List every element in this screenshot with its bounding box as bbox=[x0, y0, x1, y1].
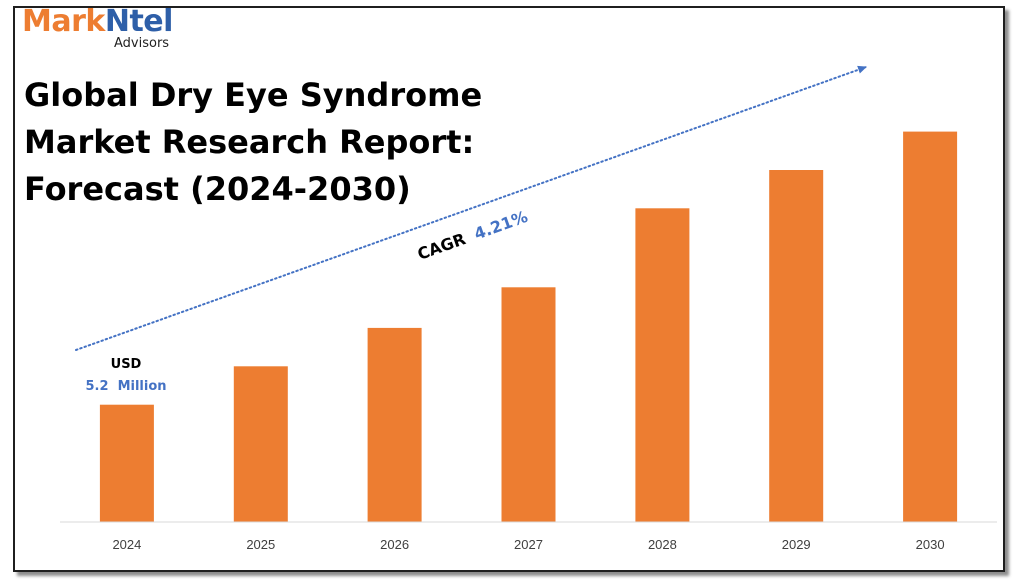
x-tick-2024: 2024 bbox=[112, 537, 141, 552]
bar-2026 bbox=[367, 327, 422, 522]
start-value-amount: 5.2 Million bbox=[85, 379, 166, 394]
x-tick-2027: 2027 bbox=[514, 537, 543, 552]
bar-2027 bbox=[501, 287, 556, 522]
x-tick-2026: 2026 bbox=[380, 537, 409, 552]
x-tick-2025: 2025 bbox=[246, 537, 275, 552]
cagr-trend-arrow bbox=[75, 65, 867, 351]
x-tick-2029: 2029 bbox=[782, 537, 811, 552]
cagr-prefix: CAGR bbox=[415, 229, 468, 264]
cagr-value: 4.21% bbox=[472, 207, 531, 244]
bar-2029 bbox=[769, 170, 824, 522]
bar-2028 bbox=[635, 208, 690, 523]
bar-2024 bbox=[99, 404, 154, 522]
bars-layer bbox=[99, 131, 958, 523]
logo-subtitle: Advisors bbox=[114, 36, 170, 51]
title-line-2: Market Research Report: bbox=[24, 123, 475, 161]
start-value-unit: USD bbox=[111, 357, 142, 372]
marknetel-logo: MarkNtel Advisors bbox=[22, 4, 192, 54]
x-tick-2030: 2030 bbox=[916, 537, 945, 552]
bar-2025 bbox=[233, 366, 288, 522]
logo-wordmark: MarkNtel bbox=[22, 4, 173, 39]
x-tick-labels: 2024 2025 2026 2027 2028 2029 2030 bbox=[112, 537, 944, 552]
chart-title: Global Dry Eye Syndrome Market Research … bbox=[24, 72, 494, 213]
bar-2030 bbox=[903, 131, 958, 522]
cagr-label: CAGR 4.21% bbox=[415, 207, 530, 264]
title-line-3: Forecast (2024-2030) bbox=[24, 170, 411, 208]
title-line-1: Global Dry Eye Syndrome bbox=[24, 76, 483, 114]
logo-mark-text: Mark bbox=[22, 4, 105, 39]
x-tick-2028: 2028 bbox=[648, 537, 677, 552]
logo-ntel-text: Ntel bbox=[104, 4, 174, 39]
